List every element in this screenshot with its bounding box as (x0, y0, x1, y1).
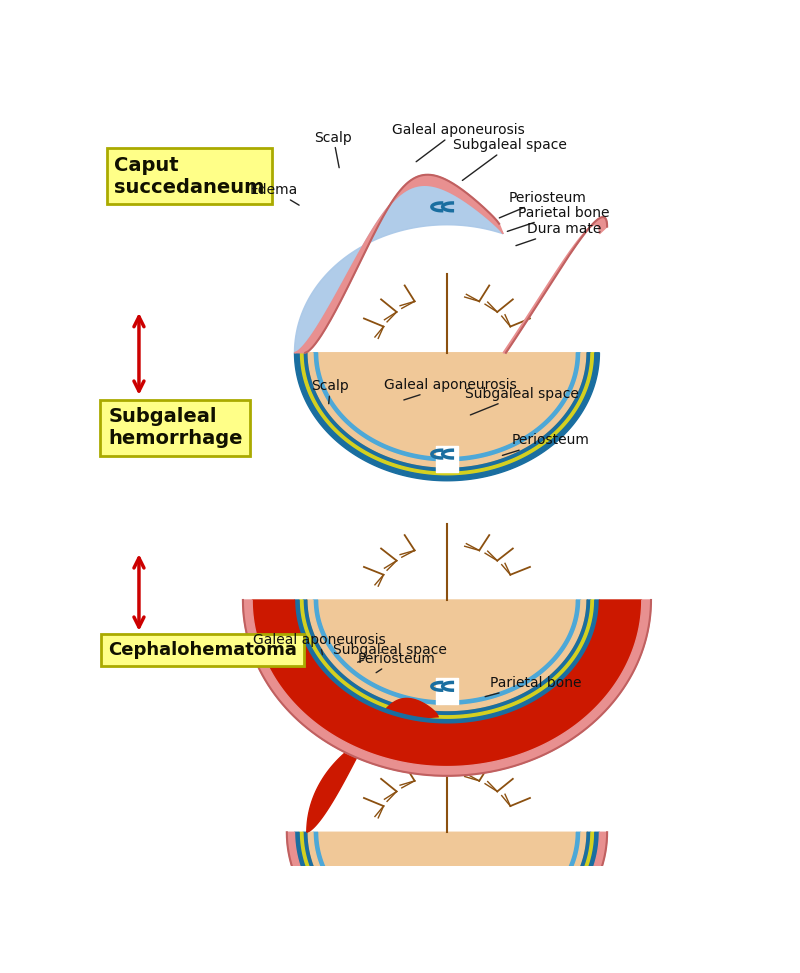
Text: Parietal bone: Parietal bone (485, 676, 582, 697)
Text: Galeal aponeurosis: Galeal aponeurosis (253, 632, 386, 655)
Text: Caput
succedaneum: Caput succedaneum (114, 156, 265, 197)
Text: Periosteum: Periosteum (499, 191, 586, 218)
Text: Subgaleal space: Subgaleal space (333, 643, 447, 663)
Polygon shape (252, 600, 642, 767)
Polygon shape (294, 175, 503, 353)
Text: Galeal aponeurosis: Galeal aponeurosis (391, 124, 524, 162)
Polygon shape (294, 185, 503, 353)
Text: Dura mate: Dura mate (516, 222, 602, 245)
Text: Periosteum: Periosteum (358, 652, 435, 672)
Polygon shape (307, 699, 438, 832)
Text: Subgaleal space: Subgaleal space (466, 387, 579, 414)
Text: Subgaleal space: Subgaleal space (453, 138, 567, 180)
Polygon shape (294, 832, 599, 960)
Polygon shape (313, 353, 581, 462)
Polygon shape (294, 600, 599, 724)
Polygon shape (294, 353, 599, 481)
Polygon shape (303, 832, 591, 952)
Text: Subgaleal
hemorrhage: Subgaleal hemorrhage (108, 408, 242, 449)
Text: Parietal bone: Parietal bone (507, 205, 610, 232)
Text: Scalp: Scalp (311, 379, 349, 404)
Text: Cephalohematoma: Cephalohematoma (108, 641, 297, 659)
Text: Periosteum: Periosteum (502, 433, 590, 455)
Polygon shape (303, 353, 591, 472)
Polygon shape (243, 600, 651, 775)
Polygon shape (299, 600, 594, 720)
Text: Galeal aponeurosis: Galeal aponeurosis (384, 378, 517, 400)
Polygon shape (299, 832, 594, 955)
Polygon shape (287, 832, 607, 968)
Polygon shape (318, 353, 576, 457)
Polygon shape (307, 832, 587, 948)
Polygon shape (307, 600, 587, 712)
Polygon shape (503, 217, 607, 353)
Polygon shape (318, 832, 576, 937)
Polygon shape (303, 600, 591, 716)
Text: Edema: Edema (250, 183, 299, 205)
Polygon shape (318, 600, 576, 702)
Polygon shape (307, 353, 587, 468)
Polygon shape (313, 832, 581, 942)
Polygon shape (313, 600, 581, 705)
Text: Scalp: Scalp (314, 130, 352, 167)
Polygon shape (299, 353, 594, 476)
